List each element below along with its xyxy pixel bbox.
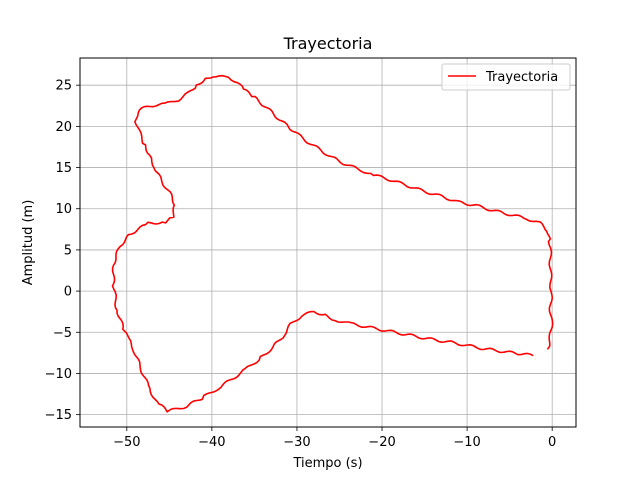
series-line-trayectoria	[111, 74, 554, 413]
x-tick-label: 0	[548, 435, 556, 450]
y-tick-label: −5	[53, 326, 72, 341]
x-tick-label: −30	[283, 435, 310, 450]
axes-frame	[79, 57, 577, 428]
plot-area	[111, 74, 554, 413]
x-axis-title: Tiempo (s)	[292, 456, 362, 471]
chart-title: Trayectoria	[283, 34, 373, 53]
y-tick-label: 0	[64, 285, 72, 300]
y-tick-label: 5	[64, 243, 72, 258]
y-tick-label: −15	[45, 408, 72, 423]
x-tick-label: −40	[198, 435, 225, 450]
x-tick-label: −50	[113, 435, 140, 450]
y-tick-label: 10	[55, 202, 72, 217]
legend: Trayectoria	[441, 63, 571, 91]
y-axis-title: Amplitud (m)	[21, 200, 36, 286]
legend-label: Trayectoria	[485, 70, 558, 85]
y-tick-label: 20	[55, 120, 72, 135]
x-tick-label: −20	[368, 435, 395, 450]
y-tick-label: −10	[45, 367, 72, 382]
x-tick-label: −10	[453, 435, 480, 450]
y-tick-label: 15	[55, 161, 72, 176]
grid	[80, 58, 576, 427]
legend-box	[441, 63, 571, 91]
y-tick-label: 25	[55, 79, 72, 94]
